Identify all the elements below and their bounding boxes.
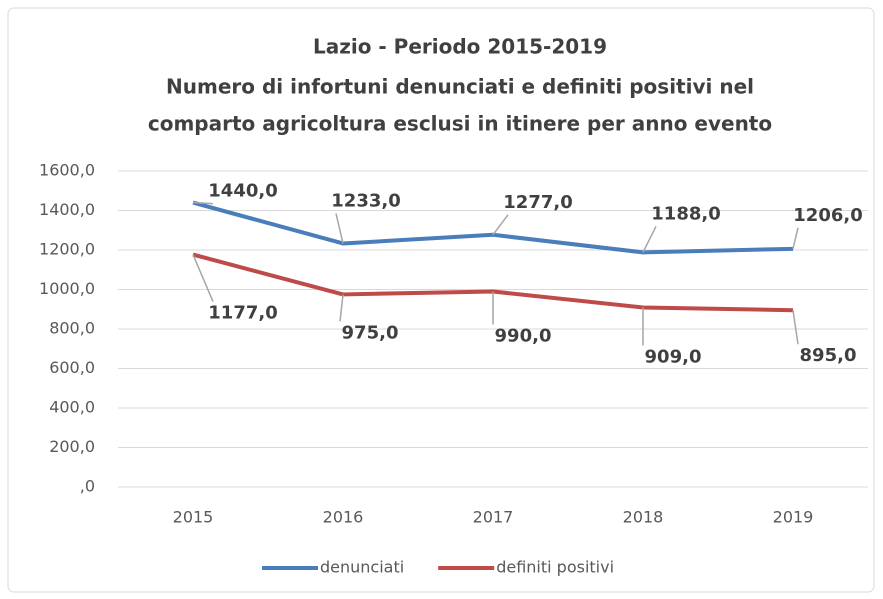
- x-tick-label: 2016: [323, 508, 364, 527]
- y-tick-label: 1400,0: [39, 200, 95, 219]
- leader-line: [792, 310, 799, 345]
- y-tick-label: 800,0: [49, 319, 95, 338]
- leader-line: [192, 254, 214, 302]
- data-label: 895,0: [800, 345, 857, 366]
- chart-frame: [7, 7, 875, 593]
- x-tick-label: 2017: [473, 508, 514, 527]
- chart-title: Lazio - Periodo 2015-2019: [313, 35, 607, 59]
- data-label: 990,0: [495, 325, 552, 346]
- data-label: 909,0: [645, 346, 702, 367]
- y-tick-label: 1000,0: [39, 279, 95, 298]
- x-tick-label: 2018: [623, 508, 664, 527]
- x-tick-label: 2015: [173, 508, 214, 527]
- data-label: 975,0: [342, 322, 399, 343]
- legend-label: definiti positivi: [496, 558, 614, 577]
- data-label: 1206,0: [793, 205, 862, 226]
- leader-line: [192, 201, 214, 205]
- y-tick-label: 1600,0: [39, 161, 95, 180]
- data-label: 1233,0: [331, 190, 400, 211]
- y-tick-label: 400,0: [49, 398, 95, 417]
- y-tick-label: 200,0: [49, 437, 95, 456]
- data-label: 1188,0: [651, 203, 720, 224]
- x-tick-label: 2019: [773, 508, 814, 527]
- leader-line: [492, 214, 509, 236]
- y-tick-label: ,0: [80, 477, 95, 496]
- leader-line: [339, 294, 344, 322]
- leader-line: [642, 226, 657, 253]
- chart-subtitle: Numero di infortuni denunciati e definit…: [166, 75, 754, 99]
- data-label: 1277,0: [503, 192, 572, 213]
- y-tick-label: 600,0: [49, 358, 95, 377]
- chart-subtitle: comparto agricoltura esclusi in itinere …: [148, 112, 772, 136]
- data-label: 1177,0: [208, 303, 277, 324]
- data-label: 1440,0: [208, 181, 277, 202]
- legend-label: denunciati: [320, 558, 404, 577]
- leader-line: [792, 227, 799, 249]
- y-tick-label: 1200,0: [39, 240, 95, 259]
- leader-line: [335, 213, 344, 244]
